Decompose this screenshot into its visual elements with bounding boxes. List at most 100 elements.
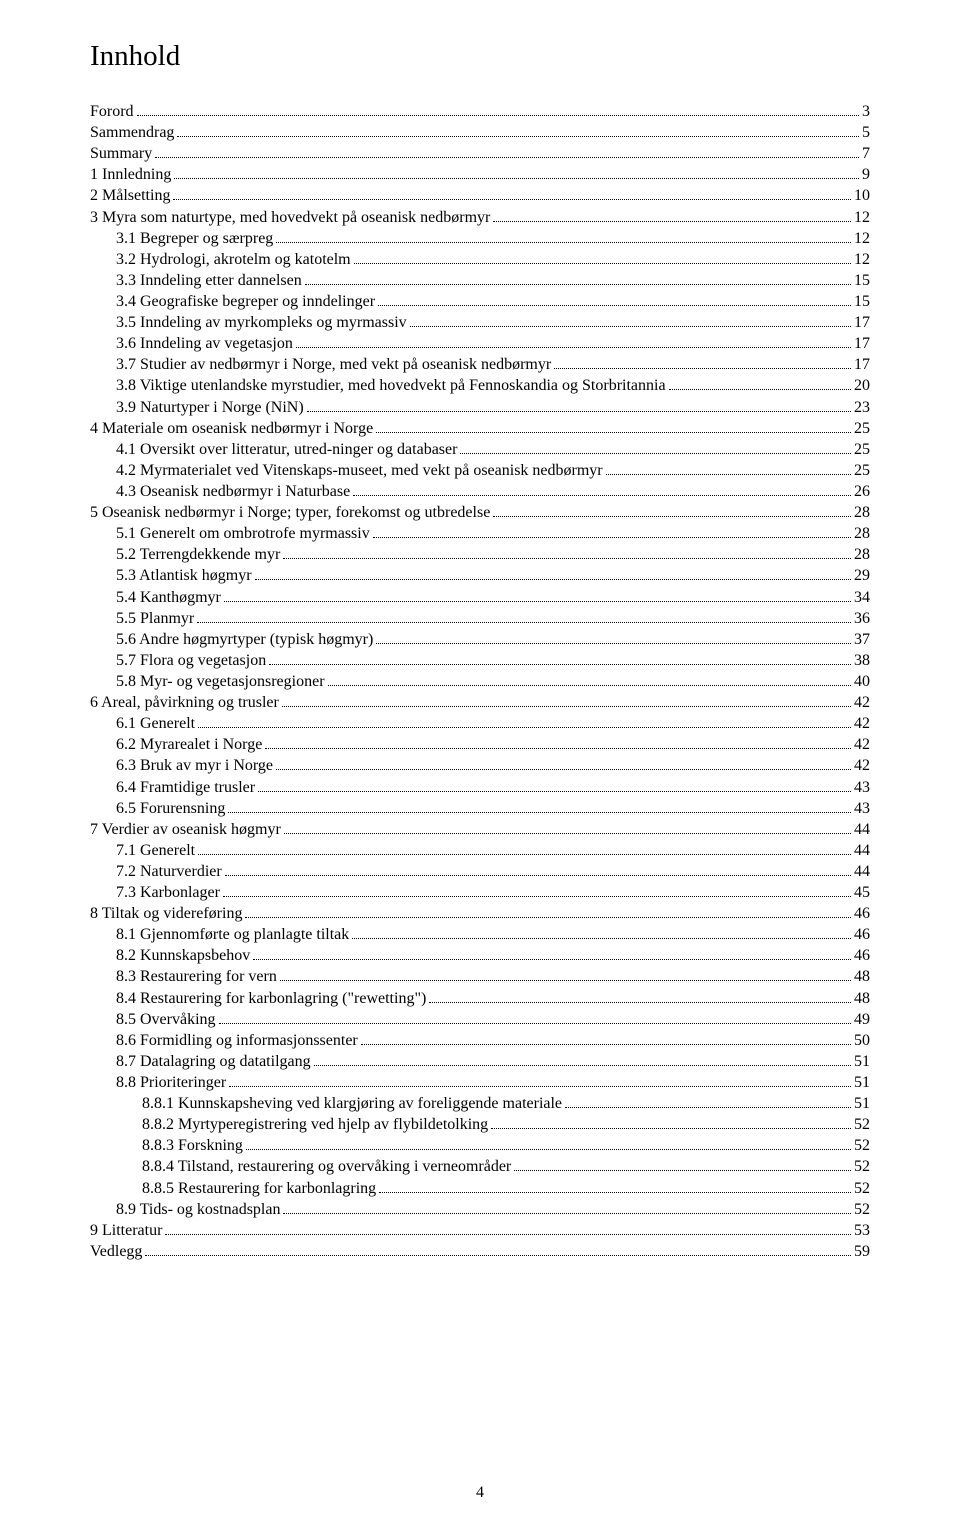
toc-entry-label: Sammendrag (90, 122, 174, 143)
toc-row: 5.4 Kanthøgmyr34 (90, 587, 870, 608)
toc-row: 3.8 Viktige utenlandske myrstudier, med … (90, 375, 870, 396)
toc-entry-page: 20 (854, 375, 870, 396)
page-title: Innhold (90, 40, 870, 73)
toc-row: 4.3 Oseanisk nedbørmyr i Naturbase26 (90, 481, 870, 502)
toc-row: 6.1 Generelt42 (90, 713, 870, 734)
toc-entry-page: 43 (854, 777, 870, 798)
toc-row: 8 Tiltak og videreføring46 (90, 903, 870, 924)
toc-dot-leader (283, 558, 851, 559)
toc-entry-label: 6.1 Generelt (116, 713, 195, 734)
toc-entry-page: 45 (854, 882, 870, 903)
toc-entry-label: Summary (90, 143, 152, 164)
toc-entry-page: 50 (854, 1030, 870, 1051)
toc-entry-label: 5.5 Planmyr (116, 608, 194, 629)
toc-dot-leader (379, 1192, 851, 1193)
toc-row: 5.1 Generelt om ombrotrofe myrmassiv28 (90, 523, 870, 544)
toc-entry-page: 51 (854, 1093, 870, 1114)
toc-dot-leader (493, 221, 851, 222)
toc-row: 8.4 Restaurering for karbonlagring ("rew… (90, 988, 870, 1009)
toc-row: 3.2 Hydrologi, akrotelm og katotelm12 (90, 249, 870, 270)
toc-entry-page: 23 (854, 397, 870, 418)
toc-entry-page: 51 (854, 1072, 870, 1093)
toc-entry-page: 46 (854, 924, 870, 945)
toc-entry-label: 1 Innledning (90, 164, 171, 185)
toc-entry-label: 8.8.2 Myrtyperegistrering ved hjelp av f… (142, 1114, 488, 1135)
toc-row: 8.8.5 Restaurering for karbonlagring 52 (90, 1178, 870, 1199)
toc-dot-leader (174, 178, 859, 179)
toc-row: 8.9 Tids- og kostnadsplan52 (90, 1199, 870, 1220)
toc-dot-leader (245, 917, 851, 918)
toc-dot-leader (565, 1107, 851, 1108)
toc-entry-label: 4 Materiale om oseanisk nedbørmyr i Norg… (90, 418, 373, 439)
toc-dot-leader (373, 537, 851, 538)
toc-entry-label: 5 Oseanisk nedbørmyr i Norge; typer, for… (90, 502, 490, 523)
toc-entry-label: 4.2 Myrmaterialet ved Vitenskaps-museet,… (116, 460, 603, 481)
toc-dot-leader (228, 812, 851, 813)
toc-entry-label: 3.3 Inndeling etter dannelsen (116, 270, 302, 291)
toc-dot-leader (219, 1023, 851, 1024)
toc-entry-label: 5.2 Terrengdekkende myr (116, 544, 280, 565)
toc-entry-page: 10 (854, 185, 870, 206)
toc-entry-page: 46 (854, 903, 870, 924)
toc-entry-page: 42 (854, 755, 870, 776)
toc-dot-leader (378, 305, 851, 306)
toc-entry-label: 9 Litteratur (90, 1220, 162, 1241)
toc-row: 8.7 Datalagring og datatilgang 51 (90, 1051, 870, 1072)
toc-entry-page: 52 (854, 1156, 870, 1177)
toc-entry-label: 6.4 Framtidige trusler (116, 777, 255, 798)
toc-row: Summary 7 (90, 143, 870, 164)
toc-entry-label: 5.1 Generelt om ombrotrofe myrmassiv (116, 523, 370, 544)
toc-row: Sammendrag5 (90, 122, 870, 143)
toc-entry-page: 42 (854, 692, 870, 713)
toc-entry-page: 17 (854, 333, 870, 354)
toc-entry-label: 8.6 Formidling og informasjonssenter (116, 1030, 358, 1051)
toc-row: 6.5 Forurensning43 (90, 798, 870, 819)
toc-row: 5.7 Flora og vegetasjon 38 (90, 650, 870, 671)
toc-row: 3 Myra som naturtype, med hovedvekt på o… (90, 207, 870, 228)
toc-entry-label: 8.7 Datalagring og datatilgang (116, 1051, 311, 1072)
toc-entry-label: 3.8 Viktige utenlandske myrstudier, med … (116, 375, 666, 396)
toc-dot-leader (229, 1086, 851, 1087)
toc-entry-page: 52 (854, 1135, 870, 1156)
toc-entry-page: 48 (854, 988, 870, 1009)
toc-row: 6.3 Bruk av myr i Norge42 (90, 755, 870, 776)
toc-entry-page: 38 (854, 650, 870, 671)
toc-entry-label: 8.4 Restaurering for karbonlagring ("rew… (116, 988, 426, 1009)
toc-row: 3.3 Inndeling etter dannelsen 15 (90, 270, 870, 291)
toc-dot-leader (198, 727, 851, 728)
toc-dot-leader (283, 1213, 851, 1214)
toc-entry-page: 15 (854, 270, 870, 291)
toc-entry-page: 43 (854, 798, 870, 819)
toc-entry-page: 12 (854, 249, 870, 270)
toc-dot-leader (606, 474, 851, 475)
toc-entry-label: 8.8.5 Restaurering for karbonlagring (142, 1178, 376, 1199)
toc-entry-label: 2 Målsetting (90, 185, 170, 206)
toc-entry-page: 52 (854, 1178, 870, 1199)
toc: Forord3Sammendrag5Summary71 Innledning92… (90, 101, 870, 1262)
toc-dot-leader (258, 791, 851, 792)
toc-dot-leader (493, 516, 851, 517)
toc-entry-label: 4.1 Oversikt over litteratur, utred-ning… (116, 439, 457, 460)
toc-row: 4.2 Myrmaterialet ved Vitenskaps-museet,… (90, 460, 870, 481)
toc-dot-leader (165, 1234, 851, 1235)
toc-entry-page: 7 (862, 143, 870, 164)
toc-dot-leader (354, 263, 851, 264)
page-number: 4 (0, 1484, 960, 1502)
toc-row: 4 Materiale om oseanisk nedbørmyr i Norg… (90, 418, 870, 439)
toc-entry-page: 52 (854, 1199, 870, 1220)
toc-dot-leader (284, 833, 851, 834)
toc-dot-leader (197, 622, 851, 623)
toc-entry-page: 3 (862, 101, 870, 122)
toc-row: 8.8.4 Tilstand, restaurering og overvåki… (90, 1156, 870, 1177)
toc-entry-page: 51 (854, 1051, 870, 1072)
toc-entry-label: 7 Verdier av oseanisk høgmyr (90, 819, 281, 840)
toc-dot-leader (177, 136, 859, 137)
toc-entry-label: 6 Areal, påvirkning og trusler (90, 692, 279, 713)
toc-entry-page: 42 (854, 734, 870, 755)
toc-row: Vedlegg59 (90, 1241, 870, 1262)
toc-entry-page: 49 (854, 1009, 870, 1030)
toc-entry-page: 44 (854, 840, 870, 861)
toc-entry-label: 8.2 Kunnskapsbehov (116, 945, 250, 966)
toc-entry-label: 5.7 Flora og vegetasjon (116, 650, 266, 671)
toc-row: 7.3 Karbonlager45 (90, 882, 870, 903)
